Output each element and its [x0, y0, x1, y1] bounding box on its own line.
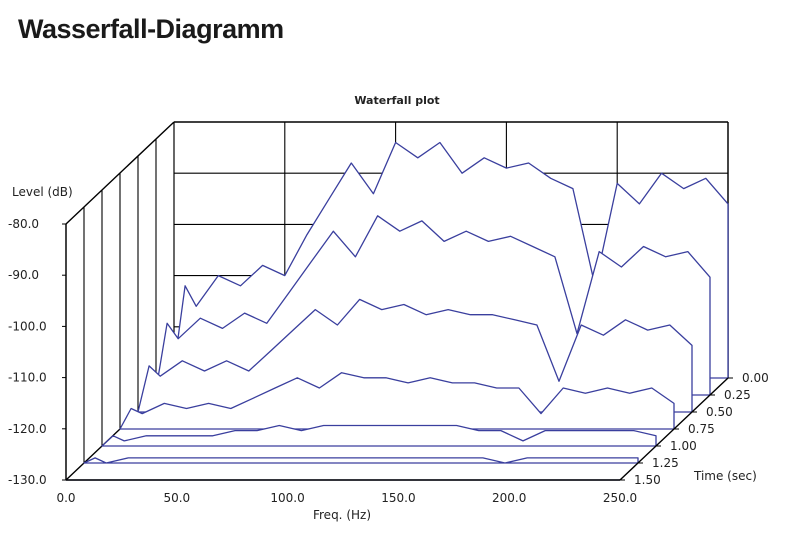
z-tick-label-2: 0.50	[706, 405, 733, 419]
x-axis-label: Freq. (Hz)	[313, 508, 371, 522]
z-tick-label-6: 1.50	[634, 473, 661, 487]
y-tick-label-0: -80.0	[8, 217, 39, 231]
z-tick-label-4: 1.00	[670, 439, 697, 453]
y-tick-label-1: -90.0	[8, 268, 39, 282]
z-tick-label-1: 0.25	[724, 388, 751, 402]
chart-title: Waterfall plot	[354, 94, 439, 107]
y-tick-label-2: -100.0	[8, 319, 47, 333]
x-tick-label-1: 50.0	[163, 491, 190, 505]
y-tick-label-3: -110.0	[8, 371, 47, 385]
x-tick-label-0: 0.0	[56, 491, 75, 505]
z-axis-label: Time (sec)	[693, 469, 757, 483]
y-tick-label-4: -120.0	[8, 422, 47, 436]
series-slice-3	[119, 372, 675, 430]
x-tick-label-5: 250.0	[603, 491, 637, 505]
z-tick-label-0: 0.00	[742, 371, 769, 385]
series-slice-5	[83, 457, 639, 464]
series-group	[65, 141, 729, 481]
y-tick-label-5: -130.0	[8, 473, 47, 487]
x-tick-label-4: 200.0	[492, 491, 526, 505]
x-tick-label-2: 100.0	[270, 491, 304, 505]
left-wall-top	[65, 121, 175, 225]
z-tick-label-5: 1.25	[652, 456, 679, 470]
series-slice-2	[137, 298, 693, 413]
series-slice-4	[101, 424, 657, 447]
page-heading: Wasserfall-Diagramm	[18, 14, 284, 44]
x-tick-label-3: 150.0	[381, 491, 415, 505]
y-axis-label: Level (dB)	[12, 185, 73, 199]
axes: 0.0 50.0 100.0 150.0 200.0 250.0 -80.0 -90.0 -10…	[8, 217, 769, 505]
z-tick-label-3: 0.75	[688, 422, 715, 436]
